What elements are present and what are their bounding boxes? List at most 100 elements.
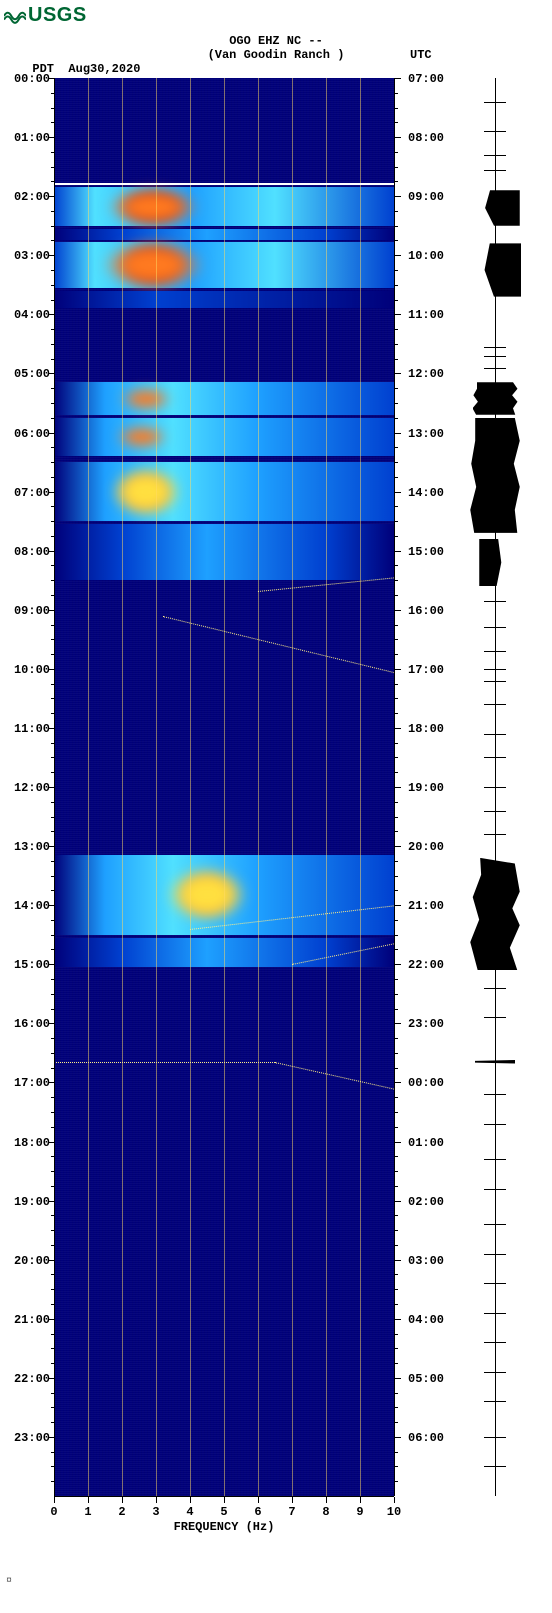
freq-gridline	[122, 78, 123, 1496]
left-hour-label: 23:00	[10, 1431, 50, 1445]
seismo-spike	[484, 368, 506, 369]
spectral-hotspot	[167, 867, 247, 922]
freq-gridline	[156, 78, 157, 1496]
left-hour-label: 08:00	[10, 545, 50, 559]
seismo-spike	[484, 1189, 506, 1190]
right-timezone: UTC	[410, 48, 432, 62]
right-hour-label: 06:00	[408, 1431, 444, 1445]
seismo-spike	[484, 356, 506, 357]
left-hour-label: 03:00	[10, 249, 50, 263]
left-hour-label: 13:00	[10, 840, 50, 854]
seismo-spike	[484, 1372, 506, 1373]
right-hour-label: 21:00	[408, 899, 444, 913]
left-hour-label: 18:00	[10, 1136, 50, 1150]
seismo-spike	[484, 651, 506, 652]
freq-gridline	[326, 78, 327, 1496]
seismo-spike	[484, 1401, 506, 1402]
left-hour-label: 16:00	[10, 1017, 50, 1031]
left-hour-label: 17:00	[10, 1076, 50, 1090]
right-hour-label: 00:00	[408, 1076, 444, 1090]
seismo-spike	[484, 601, 506, 602]
left-hour-label: 06:00	[10, 427, 50, 441]
glitch-line	[54, 1062, 275, 1064]
seismo-burst	[473, 382, 518, 414]
freq-gridline	[224, 78, 225, 1496]
right-hour-label: 18:00	[408, 722, 444, 736]
seismo-spike	[484, 704, 506, 705]
seismo-spike	[484, 757, 506, 758]
logo-text: USGS	[28, 4, 87, 27]
right-time-axis	[394, 78, 405, 1496]
seismo-spike	[484, 1466, 506, 1467]
freq-tick-label: 1	[84, 1505, 91, 1519]
seismo-spike	[484, 1224, 506, 1225]
spectrogram-plot	[54, 78, 394, 1496]
freq-tick-label: 7	[288, 1505, 295, 1519]
seismogram-trace	[450, 78, 540, 1496]
title-line-1: OGO EHZ NC --	[0, 34, 552, 48]
seismo-spike	[484, 669, 506, 670]
right-hour-label: 10:00	[408, 249, 444, 263]
freq-gridline	[258, 78, 259, 1496]
usgs-logo: USGS	[4, 4, 87, 27]
seismo-spike	[484, 834, 506, 835]
freq-tick-label: 4	[186, 1505, 193, 1519]
freq-tick-label: 6	[254, 1505, 261, 1519]
right-hour-label: 12:00	[408, 367, 444, 381]
freq-tick-label: 5	[220, 1505, 227, 1519]
freq-gridline	[292, 78, 293, 1496]
freq-gridline	[190, 78, 191, 1496]
right-hour-label: 01:00	[408, 1136, 444, 1150]
freq-tick-label: 0	[50, 1505, 57, 1519]
frequency-axis: 012345678910	[54, 1496, 394, 1507]
right-hour-label: 08:00	[408, 131, 444, 145]
freq-tick-label: 3	[152, 1505, 159, 1519]
freq-tick-label: 8	[322, 1505, 329, 1519]
corner-char: ¤	[6, 1576, 12, 1587]
seismo-spike	[484, 1094, 506, 1095]
right-hour-label: 05:00	[408, 1372, 444, 1386]
seismo-spike	[484, 811, 506, 812]
right-hour-label: 03:00	[408, 1254, 444, 1268]
left-hour-label: 01:00	[10, 131, 50, 145]
seismo-spike	[484, 1159, 506, 1160]
seismo-spike	[484, 988, 506, 989]
freq-gridline	[88, 78, 89, 1496]
data-gap-line	[54, 183, 394, 185]
right-hour-label: 09:00	[408, 190, 444, 204]
spectral-hotspot	[103, 240, 203, 290]
seismo-burst	[469, 243, 521, 296]
right-hour-label: 15:00	[408, 545, 444, 559]
right-hour-label: 17:00	[408, 663, 444, 677]
spectral-hotspot	[121, 388, 171, 410]
right-hour-label: 04:00	[408, 1313, 444, 1327]
left-hour-label: 20:00	[10, 1254, 50, 1268]
right-hour-label: 16:00	[408, 604, 444, 618]
seismo-spike	[484, 102, 506, 103]
right-hour-label: 13:00	[408, 427, 444, 441]
seismo-spike	[484, 170, 506, 171]
right-hour-label: 22:00	[408, 958, 444, 972]
right-hour-label: 07:00	[408, 72, 444, 86]
seismo-spike	[484, 1342, 506, 1343]
left-hour-label: 10:00	[10, 663, 50, 677]
right-hour-label: 20:00	[408, 840, 444, 854]
left-hour-label: 02:00	[10, 190, 50, 204]
seismo-burst	[470, 418, 520, 533]
seismo-burst	[470, 858, 520, 970]
freq-gridline	[360, 78, 361, 1496]
right-hour-label: 02:00	[408, 1195, 444, 1209]
left-hour-label: 00:00	[10, 72, 50, 86]
left-hour-label: 12:00	[10, 781, 50, 795]
left-hour-label: 05:00	[10, 367, 50, 381]
seismo-burst	[479, 539, 511, 586]
seismo-spike	[484, 1254, 506, 1255]
left-hour-label: 09:00	[10, 604, 50, 618]
seismo-spike	[484, 1283, 506, 1284]
seismo-spike	[484, 347, 506, 348]
seismo-spike	[484, 734, 506, 735]
freq-tick-label: 2	[118, 1505, 125, 1519]
right-hour-label: 19:00	[408, 781, 444, 795]
right-hour-label: 11:00	[408, 308, 444, 322]
spectral-hotspot	[117, 426, 167, 448]
